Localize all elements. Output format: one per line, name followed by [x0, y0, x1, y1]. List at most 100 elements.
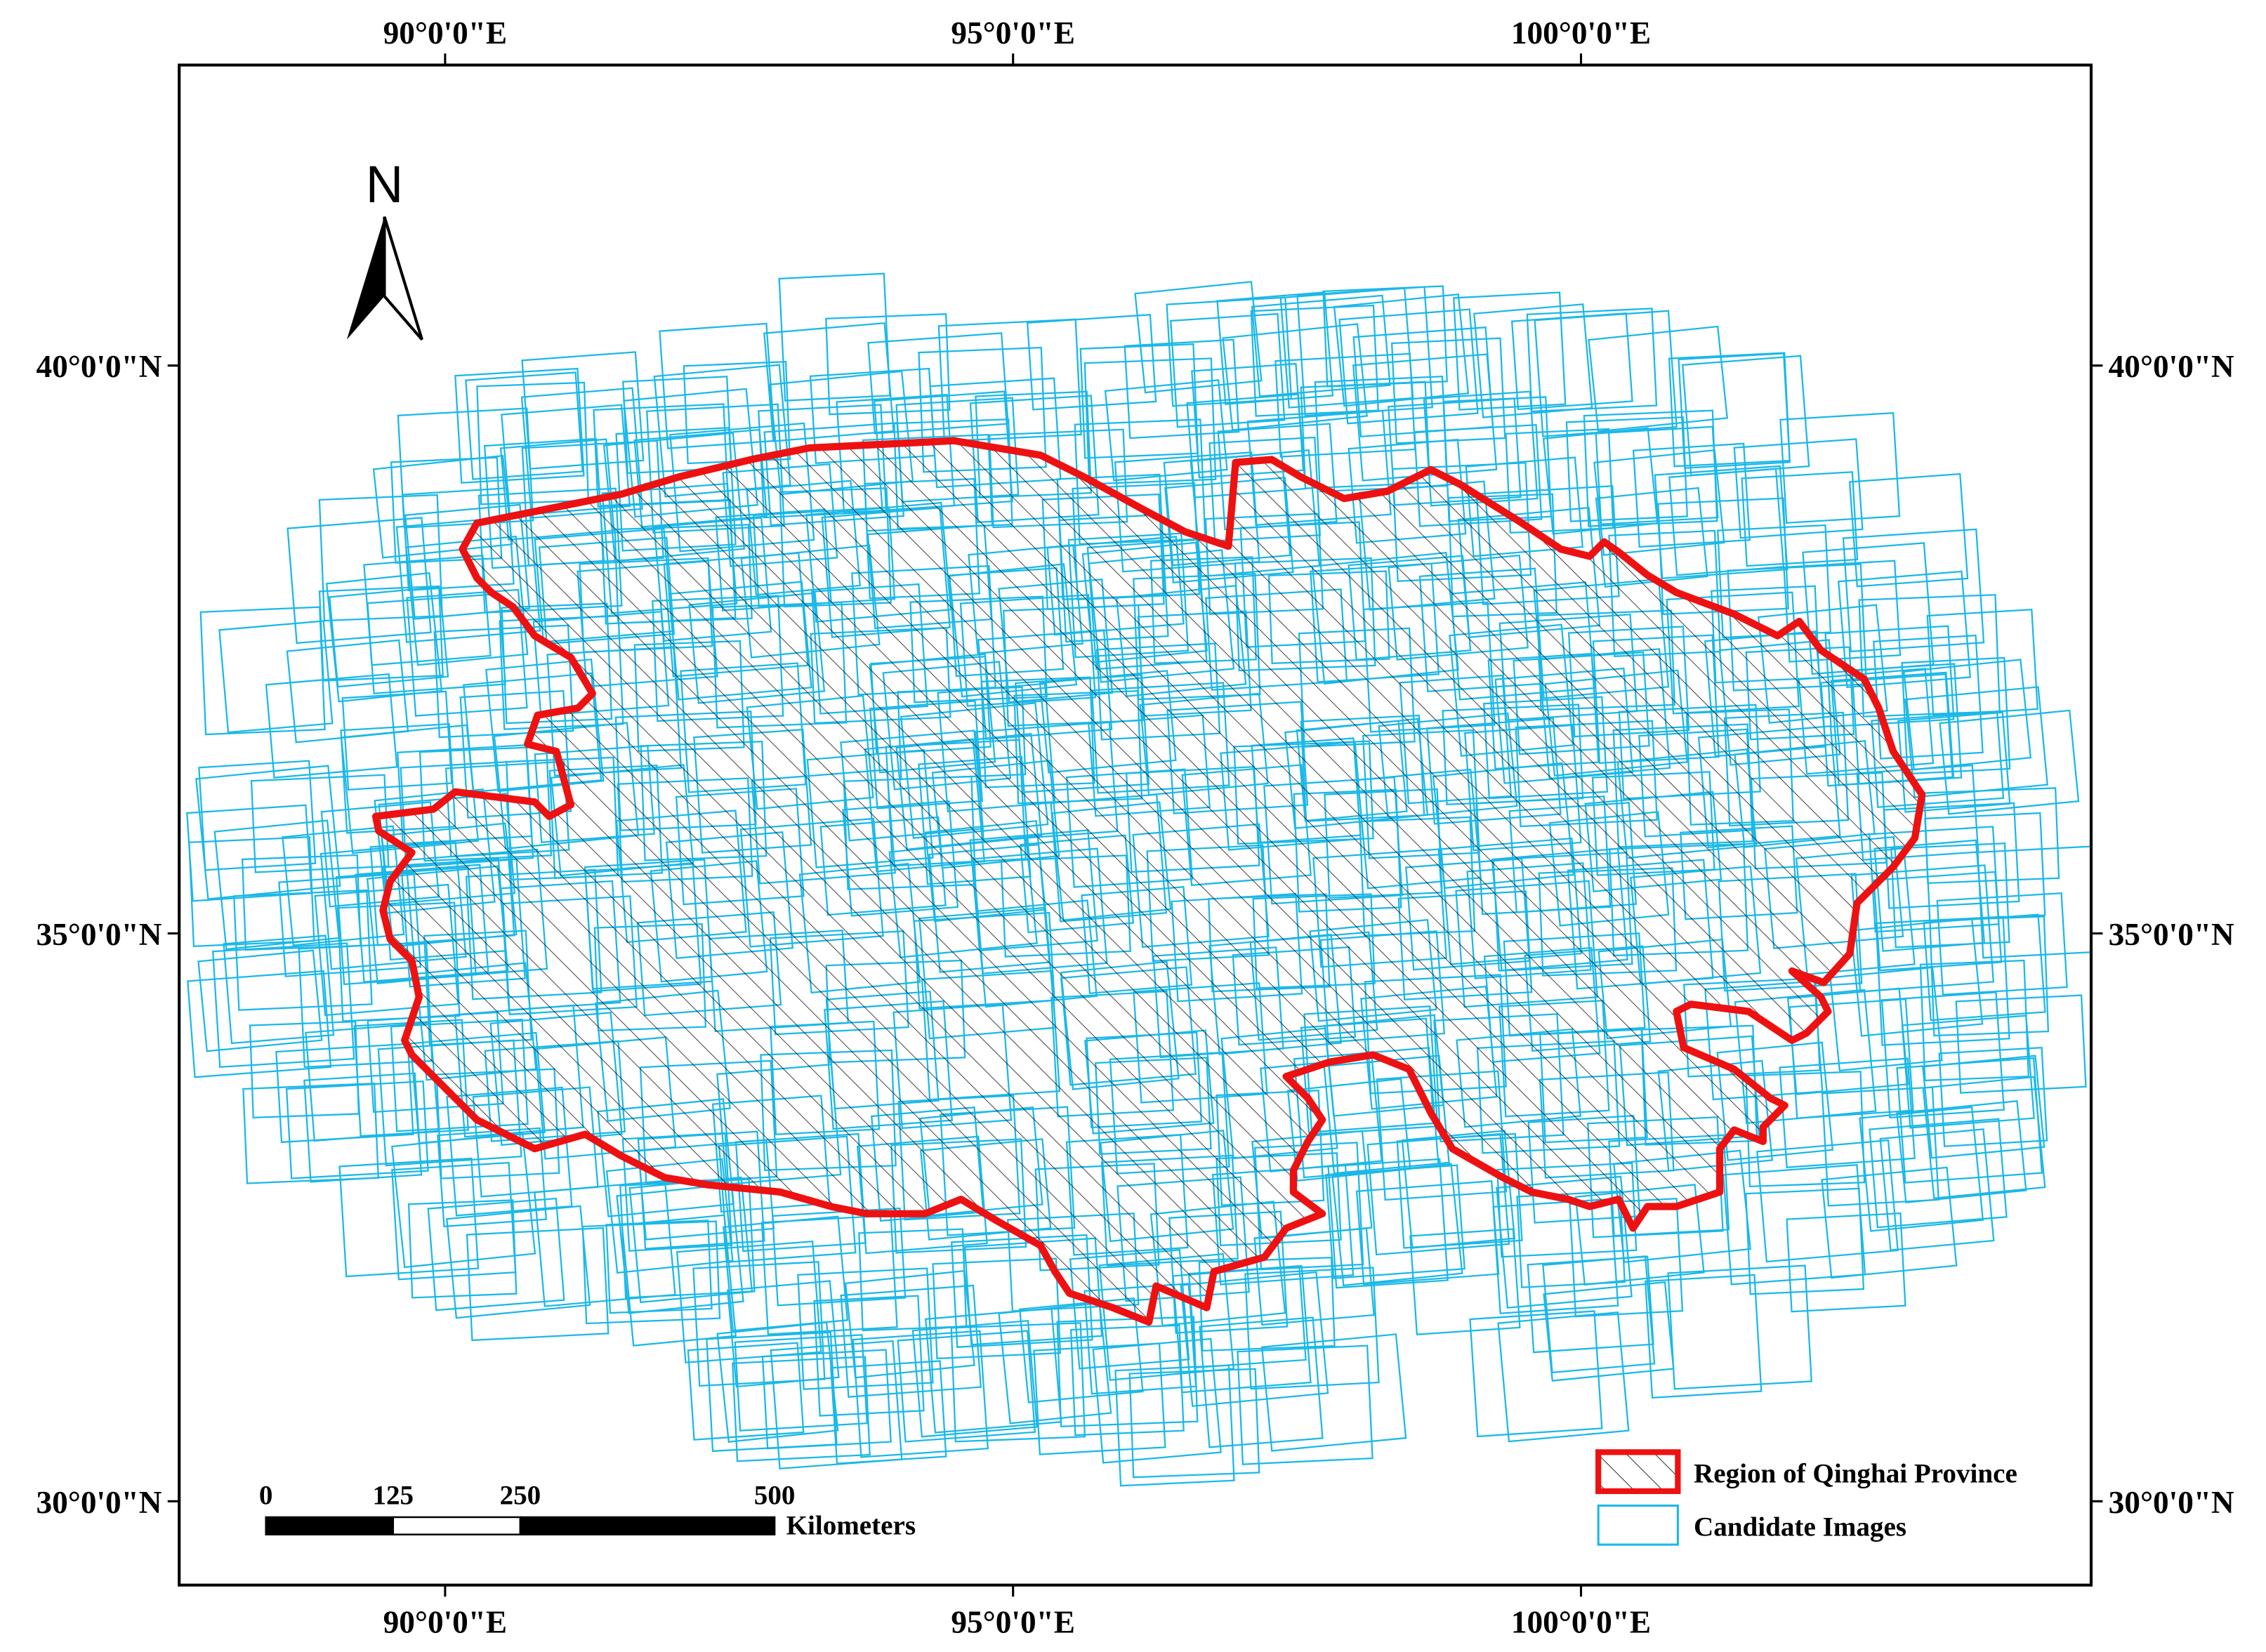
candidate-image [188, 836, 315, 947]
candidate-image [1821, 1166, 1958, 1279]
scale-segment [265, 1516, 395, 1535]
candidate-image [897, 1330, 1036, 1443]
y-label: 40°0'0"N [36, 349, 162, 384]
candidate-image [187, 970, 332, 1078]
candidate-image [1890, 842, 2010, 949]
y-label: 40°0'0"N [2109, 349, 2234, 384]
candidate-image [659, 322, 776, 449]
candidate-image [1779, 1057, 1916, 1168]
candidate-image [1026, 314, 1157, 411]
candidate-image [303, 1072, 423, 1183]
candidate-image [211, 942, 355, 1068]
legend-images-swatch [1597, 1504, 1679, 1546]
candidate-image [1756, 1139, 1899, 1263]
candidate-image [1199, 1316, 1324, 1448]
candidate-image [1789, 998, 1914, 1119]
candidate-image [1534, 310, 1678, 437]
candidate-image [406, 588, 528, 717]
candidate-image [390, 456, 503, 564]
y-label: 35°0'0"N [2109, 917, 2234, 952]
candidate-image [1668, 352, 1791, 468]
candidate-image [1338, 308, 1479, 425]
candidate-image [813, 1295, 925, 1417]
legend-region-swatch [1595, 1449, 1681, 1495]
candidate-image [1873, 839, 1986, 952]
candidate-image [218, 620, 334, 734]
north-label: N [366, 155, 404, 213]
candidate-image [622, 376, 732, 475]
candidate-image [242, 1082, 379, 1184]
candidate-image [1681, 355, 1810, 477]
candidate-image [1837, 570, 1972, 689]
candidate-image [1331, 1163, 1463, 1287]
candidate-image [285, 1081, 429, 1179]
scale-segment [519, 1516, 776, 1535]
candidate-image [867, 332, 1009, 435]
candidate-image [1260, 1333, 1407, 1452]
candidate-image [605, 1220, 713, 1314]
candidate-image [950, 1322, 1086, 1443]
candidate-image [1783, 560, 1902, 663]
x-label: 100°0'0"E [1511, 1605, 1651, 1640]
candidate-image [1542, 1255, 1656, 1374]
candidate-image [1786, 1212, 1906, 1313]
candidate-image [1644, 1274, 1763, 1399]
candidate-image [1733, 438, 1864, 539]
candidate-image [1473, 303, 1593, 418]
candidate-image [1134, 281, 1263, 394]
candidate-image [1938, 1047, 2048, 1147]
candidate-image [1593, 449, 1725, 556]
x-label: 100°0'0"E [1511, 15, 1651, 51]
candidate-image [363, 555, 492, 666]
candidate-image [1922, 1055, 2046, 1159]
candidate-image [1779, 411, 1901, 524]
candidate-image [1083, 357, 1217, 485]
candidate-image [1327, 1158, 1449, 1289]
candidate-image [1859, 1106, 1984, 1232]
legend-label: Candidate Images [1694, 1512, 1906, 1542]
candidate-image [1904, 686, 2048, 798]
scale-tick-label: 500 [754, 1480, 796, 1510]
scale-tick-label: 125 [372, 1480, 414, 1510]
candidate-image [1056, 1316, 1199, 1427]
candidate-image [687, 1342, 805, 1441]
scale-unit: Kilometers [786, 1511, 916, 1541]
qinghai-region [371, 437, 1926, 1326]
candidate-image [1300, 381, 1431, 489]
candidate-image [1128, 1368, 1260, 1479]
candidate-image [1667, 1264, 1812, 1390]
candidate-image [1333, 293, 1470, 407]
candidate-image [760, 1214, 898, 1335]
candidate-image [433, 624, 574, 739]
candidate-image [1595, 425, 1719, 525]
candidate-image [1409, 1228, 1521, 1335]
y-label: 30°0'0"N [2109, 1485, 2234, 1520]
legend: Region of Qinghai Province Candidate Ima… [1595, 1449, 2017, 1546]
coordinate-labels: 90°0'0"E 90°0'0"E 95°0'0"E 95°0'0"E 100°0'0"… [36, 15, 2234, 1640]
candidate-image [1079, 343, 1199, 459]
candidate-image [1114, 1364, 1235, 1487]
candidate-image [1632, 442, 1751, 548]
candidate-image [466, 1227, 610, 1342]
candidate-image [797, 1267, 934, 1390]
candidate-image [198, 760, 317, 871]
candidate-image [1169, 312, 1286, 428]
candidate-image [1244, 1267, 1380, 1390]
x-label: 90°0'0"E [383, 1605, 508, 1640]
candidate-image [1453, 291, 1567, 411]
candidate-image [1745, 1187, 1865, 1295]
candidate-image [1936, 892, 2068, 996]
candidate-image [391, 1161, 517, 1281]
candidate-image [852, 1330, 989, 1458]
candidate-image [286, 517, 432, 645]
candidate-image [1896, 1099, 2027, 1204]
candidate-image [1526, 308, 1658, 413]
candidate-image [761, 1349, 892, 1450]
candidate-image [372, 454, 513, 559]
legend-label: Region of Qinghai Province [1694, 1459, 2017, 1489]
x-label: 95°0'0"E [951, 1605, 1075, 1640]
candidate-image [1842, 528, 1985, 653]
candidate-image [1166, 296, 1293, 407]
y-label: 35°0'0"N [36, 917, 162, 952]
